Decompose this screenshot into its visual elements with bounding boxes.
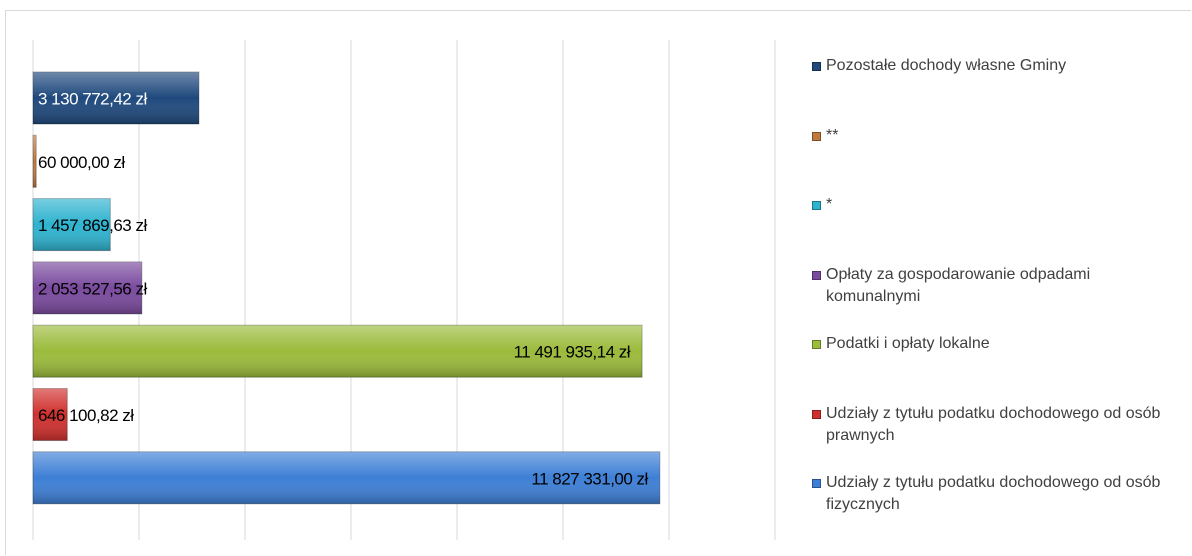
legend-swatch: [812, 340, 821, 349]
chart-frame: [5, 10, 1191, 555]
legend-label: Udziały z tytułu podatku dochodowego od …: [826, 474, 1161, 513]
legend-label: *: [826, 196, 833, 213]
legend-item: *: [812, 194, 1184, 216]
bar-shade: [33, 198, 111, 251]
bar-shade: [33, 451, 660, 504]
value-label: 11 827 331,00 zł: [531, 469, 648, 488]
value-label: 1 457 869,63 zł: [38, 216, 147, 235]
value-label: 11 491 935,14 zł: [514, 343, 631, 362]
legend-label: Podatki i opłaty lokalne: [826, 335, 990, 352]
value-label: 646 100,82 zł: [38, 406, 134, 425]
legend-swatch: [812, 409, 821, 419]
legend-item: Udziały z tytułu podatku dochodowego od …: [812, 472, 1184, 516]
legend-label: **: [826, 126, 839, 144]
bar-shade: [33, 388, 68, 441]
bar-shade: [33, 135, 37, 188]
value-label: 3 130 772,42 zł: [38, 89, 147, 108]
legend-label: Opłaty za gospodarowanie odpadami komuna…: [826, 265, 1091, 305]
bar-shade: [33, 325, 643, 378]
bar-shade: [33, 72, 199, 124]
legend-item: Udziały z tytułu podatku dochodowego od …: [812, 403, 1184, 447]
value-label: 60 000,00 zł: [38, 153, 125, 172]
legend-item: **: [812, 125, 1184, 147]
legend-swatch: [812, 62, 821, 71]
value-label: 2 053 527,56 zł: [38, 279, 147, 298]
legend-swatch: [812, 270, 821, 280]
legend-swatch: [812, 479, 821, 488]
legend-label: Udziały z tytułu podatku dochodowego od …: [826, 404, 1161, 444]
bar-shade: [33, 261, 142, 314]
legend-item: Pozostałe dochody własne Gminy: [812, 55, 1184, 77]
legend-swatch: [812, 131, 821, 141]
legend-item: Podatki i opłaty lokalne: [812, 333, 1184, 355]
legend-swatch: [812, 201, 821, 210]
legend-item: Opłaty za gospodarowanie odpadami komuna…: [812, 264, 1184, 308]
legend-label: Pozostałe dochody własne Gminy: [826, 57, 1067, 74]
